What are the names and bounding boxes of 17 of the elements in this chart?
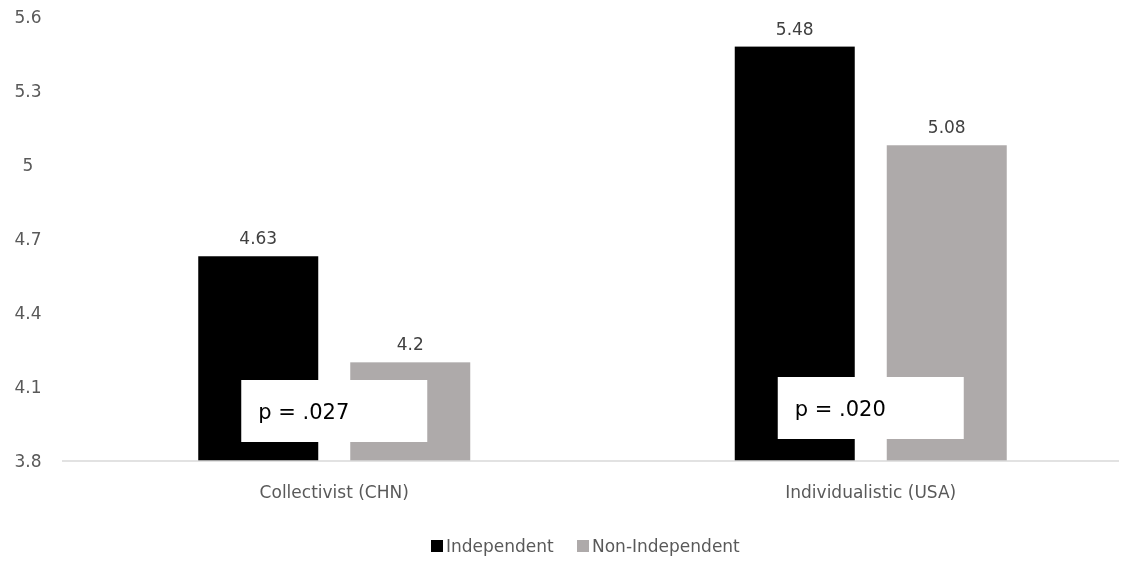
y-tick-label: 4.7 [14, 229, 42, 249]
x-tick-label: Individualistic (USA) [785, 482, 957, 502]
annotation: p = .020 [794, 397, 886, 421]
legend-label: Non-Independent [592, 536, 741, 556]
data-label: 5.48 [775, 18, 814, 39]
y-tick-label: 5.3 [14, 81, 42, 101]
data-label: 5.08 [927, 117, 966, 138]
data-label: 4.63 [239, 228, 278, 249]
data-label: 4.2 [396, 334, 424, 355]
y-tick-label: 3.8 [14, 451, 42, 471]
y-tick-label: 4.4 [14, 303, 42, 323]
y-tick-label: 5.6 [14, 7, 42, 27]
y-tick-label: 5 [22, 155, 34, 175]
annotation: p = .027 [258, 400, 350, 424]
y-tick-label: 4.1 [14, 377, 42, 397]
x-tick-label: Collectivist (CHN) [259, 482, 409, 502]
legend-label: Independent [446, 536, 555, 556]
